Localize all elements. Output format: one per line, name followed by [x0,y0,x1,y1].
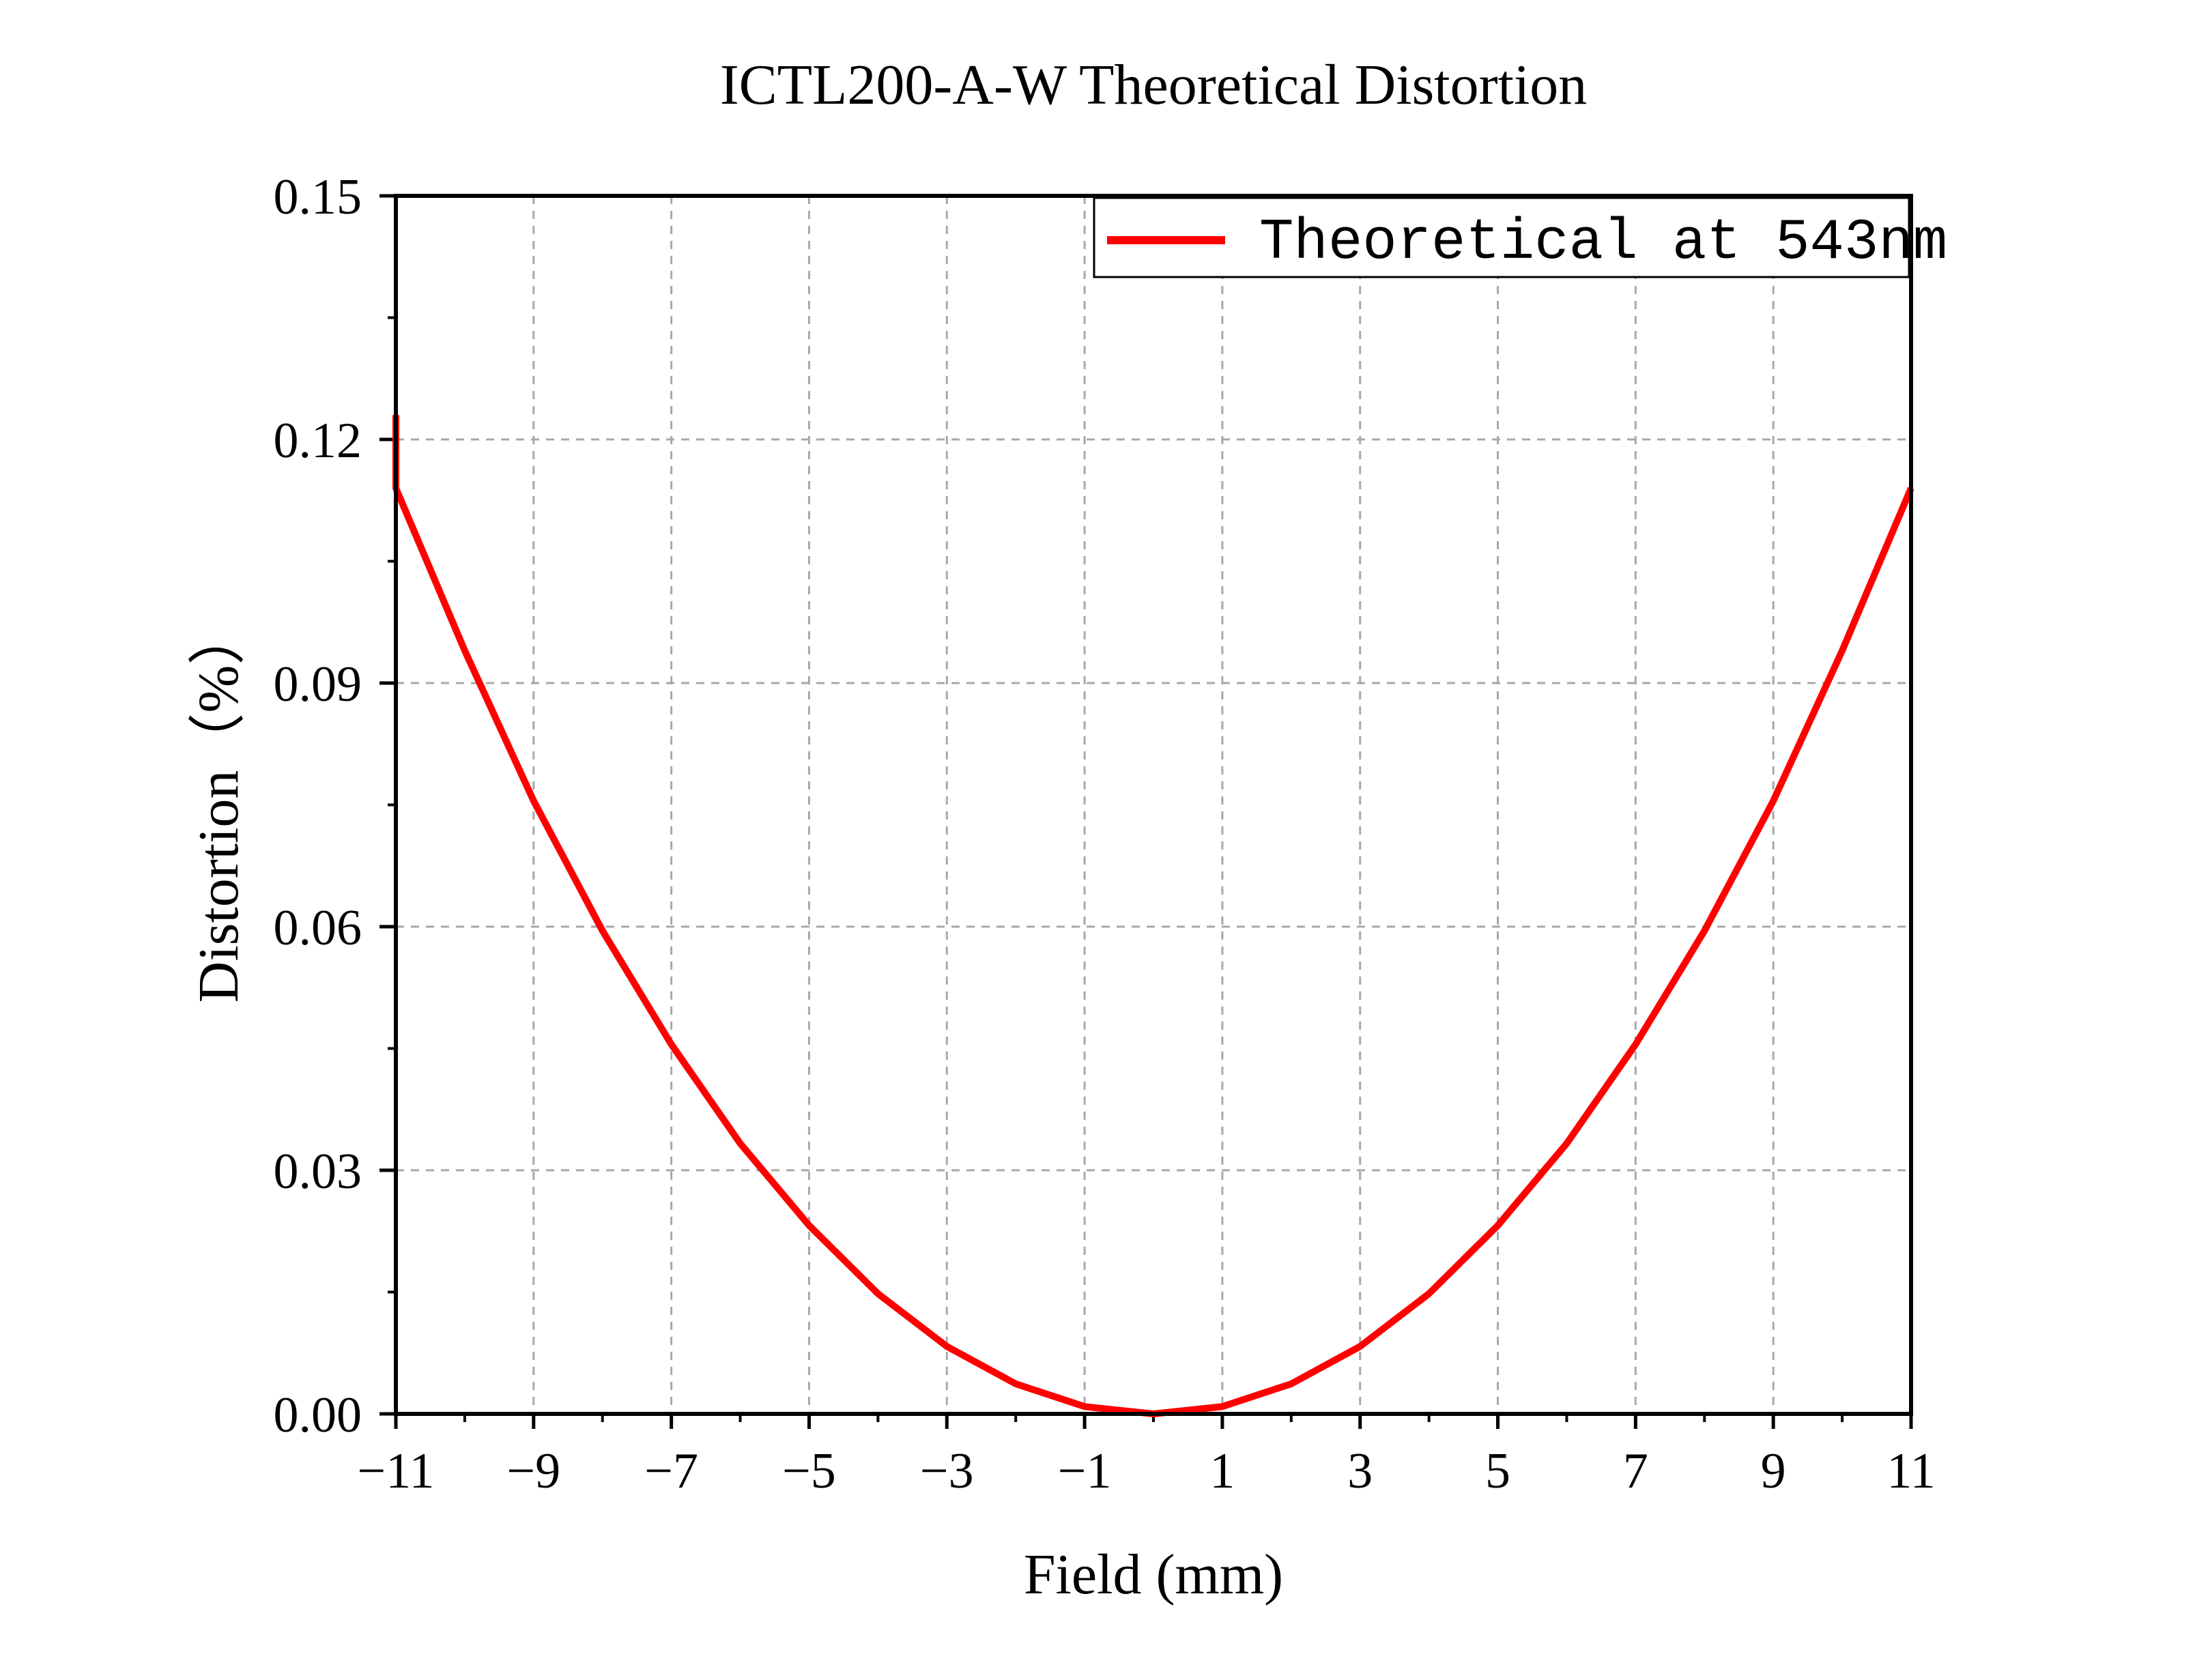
plot-frame [394,194,1913,1416]
x-tick-label: −5 [782,1443,836,1499]
chart-title: ICTL200-A-W Theoretical Distortion [720,53,1588,117]
grid-lines [396,196,1911,1414]
y-tick-label: 0.06 [274,900,362,956]
x-tick-label: 1 [1209,1443,1235,1499]
legend-label: Theoretical at 543nm [1259,211,1947,276]
x-tick-label: −9 [506,1443,560,1499]
y-tick-label: 0.12 [274,413,362,469]
y-tick-label: 0.00 [274,1387,362,1443]
x-tick-label: −3 [920,1443,974,1499]
x-tick-label: 7 [1623,1443,1648,1499]
y-tick-label: 0.03 [274,1144,362,1200]
x-axis-label: Field (mm) [1024,1543,1283,1606]
x-tick-labels: −11 −9 −7 −5 −3 −1 1 3 5 7 9 11 [358,1443,1936,1499]
series-line [392,415,1914,1417]
y-axis-label: Distortion（%） [187,608,250,1003]
x-tick-label: 11 [1886,1443,1935,1499]
x-tick-label: 3 [1347,1443,1373,1499]
x-tick-label: 5 [1485,1443,1510,1499]
y-tick-label: 0.09 [274,656,362,712]
x-tick-label: 9 [1761,1443,1786,1499]
series-layer [392,415,1914,1417]
x-tick-label: −7 [644,1443,698,1499]
x-tick-label: −11 [358,1443,435,1499]
x-tick-label: −1 [1058,1443,1112,1499]
axis-ticks [379,194,1913,1429]
y-tick-labels: 0.00 0.03 0.06 0.09 0.12 0.15 [274,169,362,1443]
legend: Theoretical at 543nm [1093,197,1947,278]
legend-box [1093,197,1910,278]
y-tick-label: 0.15 [274,169,362,225]
